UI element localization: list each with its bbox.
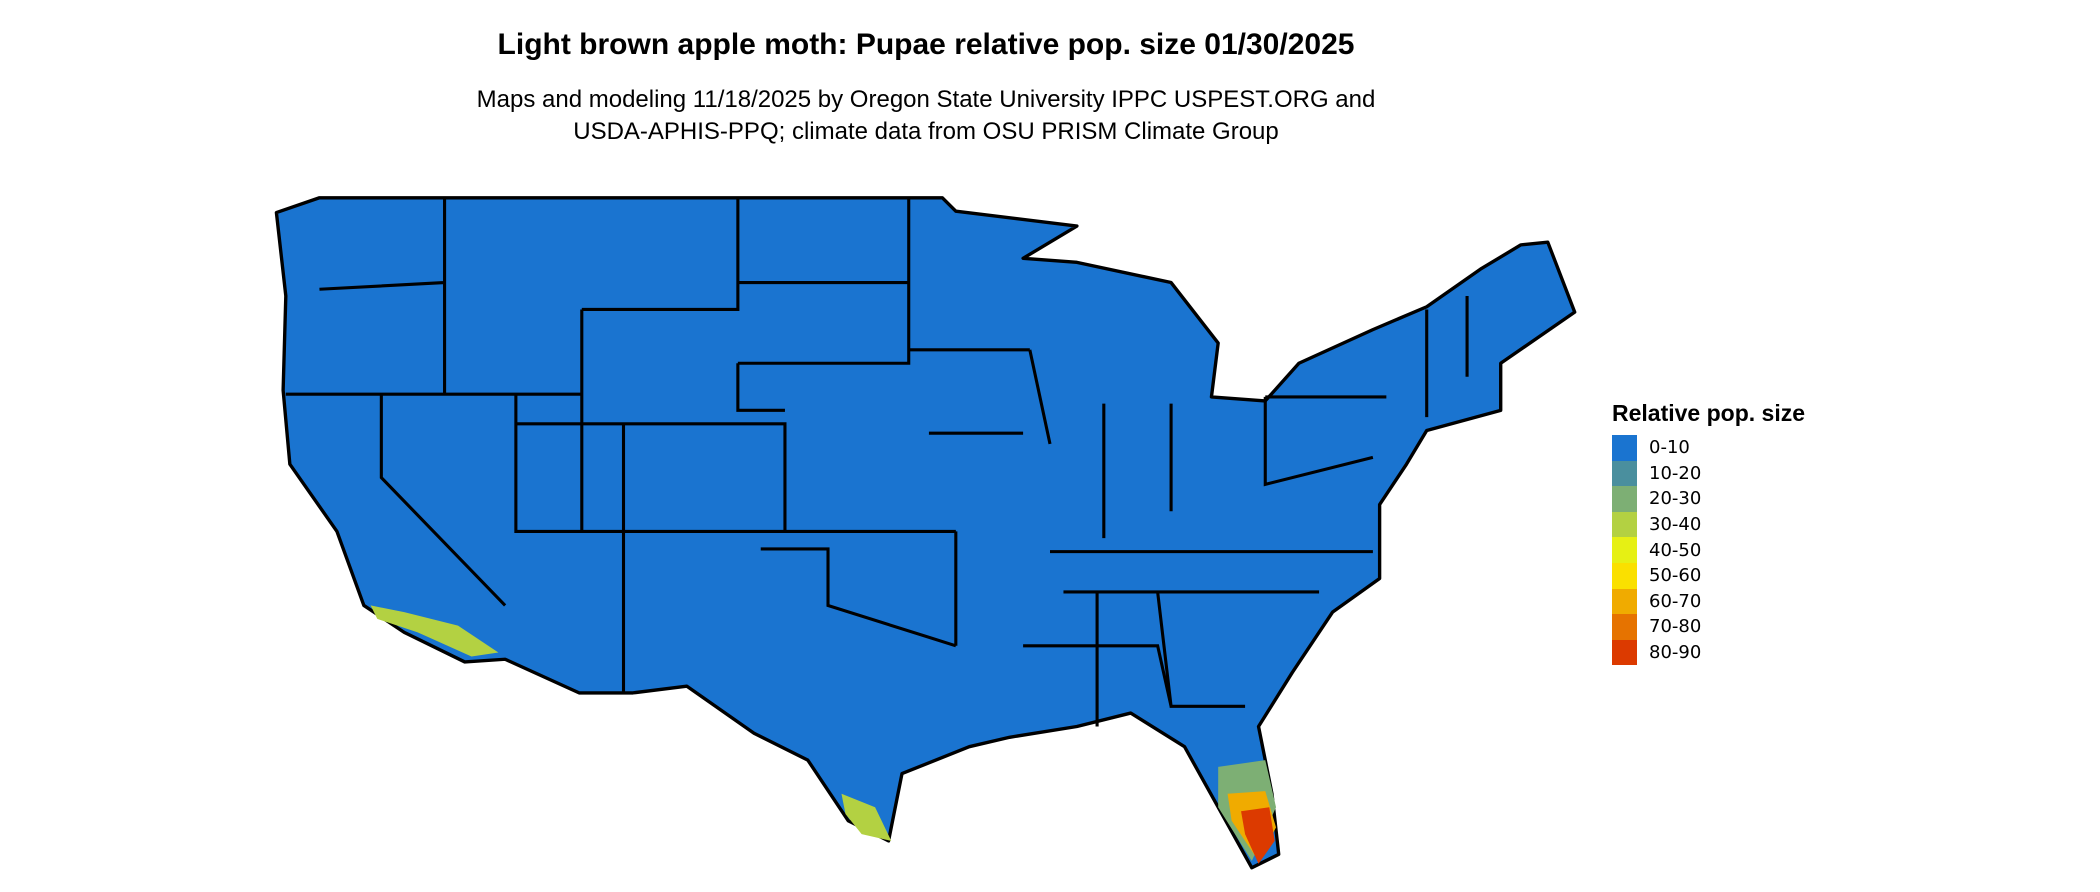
legend-swatch [1612, 460, 1637, 487]
map-subtitle-line-2: USDA-APHIS-PPQ; climate data from OSU PR… [573, 118, 1279, 145]
legend-label: 40-50 [1649, 539, 1702, 561]
map-title: Light brown apple moth: Pupae relative p… [497, 28, 1355, 61]
legend-item: 70-80 [1612, 614, 1805, 640]
state-borders [285, 197, 1469, 727]
legend-label: 20-30 [1649, 488, 1702, 510]
florida-hotspot-high [1241, 807, 1275, 864]
texas-south-hotspot [841, 793, 892, 841]
legend-label: 80-90 [1649, 642, 1702, 664]
hotspots [370, 605, 1277, 864]
legend-swatch [1612, 639, 1637, 666]
legend: Relative pop. size 0-10 10-20 20-30 30-40 40… [1612, 400, 1806, 666]
legend-swatch [1612, 537, 1637, 563]
legend-item: 80-90 [1612, 639, 1805, 666]
legend-label: 50-60 [1649, 565, 1702, 587]
legend-swatch [1612, 562, 1637, 589]
legend-title: Relative pop. size [1612, 400, 1806, 426]
legend-item: 40-50 [1612, 537, 1805, 563]
legend-label: 70-80 [1649, 616, 1702, 638]
legend-label: 10-20 [1649, 462, 1702, 484]
california-south-hotspot [370, 605, 499, 657]
legend-item: 50-60 [1612, 562, 1805, 589]
legend-swatch [1612, 511, 1637, 538]
legend-item: 60-70 [1612, 588, 1805, 615]
legend-item: 30-40 [1612, 511, 1805, 538]
legend-swatch [1612, 486, 1637, 512]
legend-label: 30-40 [1649, 514, 1702, 536]
legend-label: 0-10 [1649, 437, 1690, 459]
legend-item: 20-30 [1612, 486, 1805, 512]
legend-label: 60-70 [1649, 590, 1702, 612]
legend-item: 10-20 [1612, 460, 1805, 487]
map-subtitle-line-1: Maps and modeling 11/18/2025 by Oregon S… [476, 86, 1376, 113]
legend-swatch [1612, 435, 1637, 461]
legend-swatch [1612, 588, 1637, 615]
legend-item: 0-10 [1612, 435, 1805, 461]
legend-swatch [1612, 614, 1637, 640]
